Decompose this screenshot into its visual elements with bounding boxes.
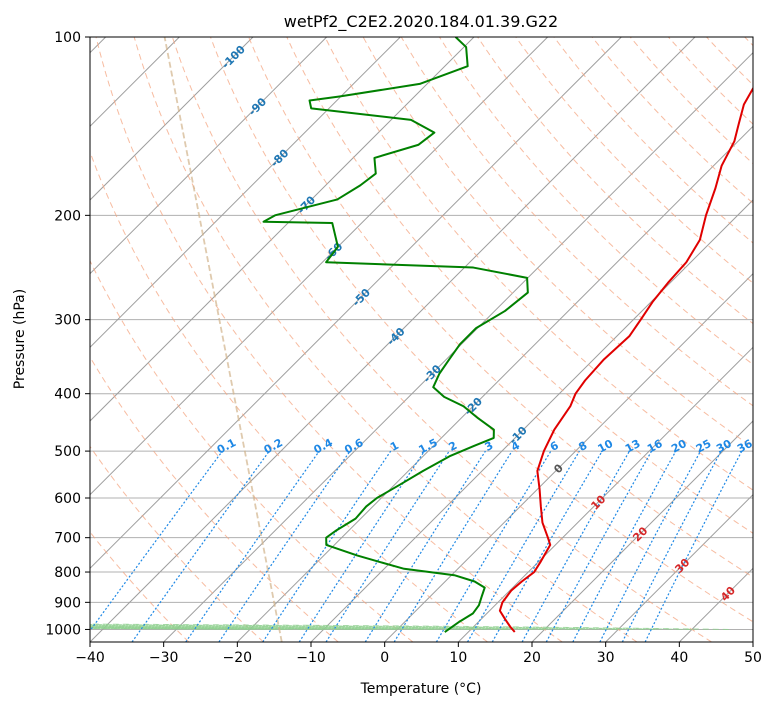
y-tick-label: 300 <box>54 313 81 329</box>
x-tick-label: 30 <box>597 650 615 666</box>
y-tick-label: 100 <box>54 30 81 46</box>
y-tick-label: 200 <box>54 208 81 224</box>
x-tick-label: −20 <box>223 650 253 666</box>
y-tick-label: 500 <box>54 444 81 460</box>
y-tick-label: 400 <box>54 387 81 403</box>
y-axis-label: Pressure (hPa) <box>12 289 28 389</box>
x-axis-label: Temperature (°C) <box>360 681 482 697</box>
y-tick-label: 1000 <box>45 622 81 638</box>
x-tick-label: −10 <box>296 650 326 666</box>
x-tick-label: 20 <box>523 650 541 666</box>
y-tick-label: 600 <box>54 491 81 507</box>
y-tick-label: 800 <box>54 565 81 581</box>
x-tick-label: 10 <box>449 650 467 666</box>
x-tick-label: −30 <box>149 650 179 666</box>
y-tick-label: 700 <box>54 531 81 547</box>
y-tick-label: 900 <box>54 595 81 611</box>
x-tick-label: −40 <box>75 650 105 666</box>
x-tick-label: 40 <box>670 650 688 666</box>
chart-title: wetPf2_C2E2.2020.184.01.39.G22 <box>284 12 558 32</box>
x-tick-label: 50 <box>744 650 762 666</box>
x-tick-label: 0 <box>380 650 389 666</box>
